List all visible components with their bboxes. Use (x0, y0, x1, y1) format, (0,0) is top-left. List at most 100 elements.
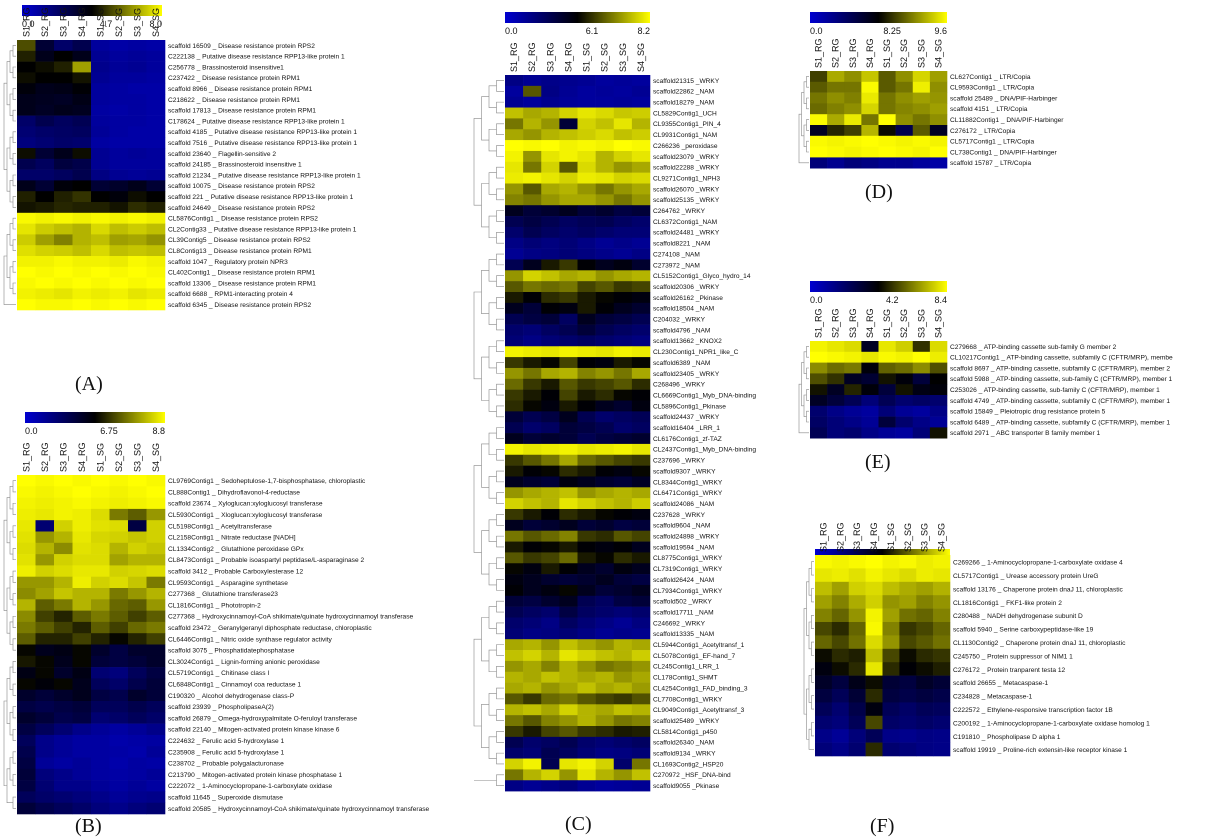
heatmap-cell (17, 644, 36, 657)
heatmap-cell (523, 367, 542, 380)
heatmap-cell (559, 129, 578, 141)
heatmap-cell (523, 660, 542, 673)
heatmap-cell (146, 667, 166, 679)
heatmap-cell (559, 107, 578, 119)
heatmap-cell (559, 476, 578, 488)
heatmap-cell (541, 400, 560, 412)
heatmap-cell (631, 639, 651, 651)
heatmap-cell (17, 126, 36, 138)
heatmap-cell (91, 508, 110, 521)
heatmap-cell (505, 498, 524, 510)
heatmap-cell (541, 574, 560, 586)
heatmap-cell (631, 75, 651, 87)
heatmap-cell (595, 433, 615, 445)
heatmap-cell (631, 85, 651, 97)
heatmap-cell (109, 115, 129, 127)
heatmap-cell (848, 648, 866, 663)
heatmap-cell (35, 299, 55, 311)
heatmap-cell (865, 675, 883, 690)
heatmap-cell (899, 662, 917, 676)
heatmap-cell (505, 183, 524, 195)
heatmap-cell (577, 422, 596, 434)
heatmap-cell (613, 259, 633, 271)
column-label: S2_RG (40, 7, 50, 37)
heatmap-cell (613, 216, 633, 228)
heatmap-cell (541, 194, 560, 206)
heatmap-cell (109, 633, 129, 645)
heatmap-cell (613, 161, 633, 173)
row-label: CL8Contig13 _ Disease resistance protein… (168, 248, 312, 255)
heatmap-cell (146, 712, 166, 724)
heatmap-cell (810, 416, 828, 428)
heatmap-cell (912, 395, 931, 407)
heatmap-cell (54, 599, 73, 611)
row-label: scaffold 23472 _ Geranylgeranyl diphosph… (168, 625, 372, 632)
heatmap-cell (505, 715, 524, 727)
row-label: scaffold18504 _NAM (653, 306, 714, 313)
heatmap-cell (861, 135, 879, 147)
heatmap-cell (899, 595, 917, 609)
heatmap-cell (631, 324, 651, 336)
heatmap-cell (72, 288, 92, 300)
row-label: scaffold 23674 _ Xyloglucan:xyloglucosyl… (168, 501, 323, 508)
heatmap-cell (17, 475, 36, 487)
heatmap-cell (523, 389, 542, 401)
heatmap-cell (815, 608, 833, 623)
heatmap-cell (595, 530, 615, 542)
heatmap-cell (595, 292, 615, 304)
heatmap-cell (878, 373, 896, 385)
heatmap-cell (577, 107, 596, 119)
heatmap-cell (861, 103, 879, 115)
heatmap-cell (577, 433, 596, 445)
heatmap-cell (613, 313, 633, 325)
heatmap-cell (541, 161, 560, 173)
heatmap-cell (831, 742, 850, 757)
scale-min-label: 0.0 (810, 295, 823, 305)
heatmap-cell (17, 542, 36, 555)
heatmap-cell (17, 486, 36, 498)
heatmap-cell (541, 650, 560, 662)
row-label: scaffold26162 _Pkinase (653, 295, 723, 302)
row-label: CL7708Contig1_WRKY (653, 696, 723, 703)
column-label: S3_SG (916, 39, 926, 68)
heatmap-cell (128, 497, 147, 510)
heatmap-cell (844, 373, 862, 385)
heatmap-cell (827, 114, 845, 126)
row-label: scaffold 22140 _ Mitogen-activated prote… (168, 727, 340, 734)
heatmap-cell (109, 554, 129, 566)
heatmap-cell (523, 704, 542, 716)
heatmap-cell (128, 234, 147, 246)
heatmap-cell (54, 712, 73, 724)
row-label: CL9271Contig1_NPH3 (653, 175, 720, 182)
heatmap-cell (72, 202, 92, 214)
row-label: C234828 _ Metacaspase-1 (953, 694, 1033, 701)
heatmap-cell (91, 712, 110, 724)
heatmap-cell (146, 542, 166, 555)
heatmap-cell (613, 617, 633, 629)
heatmap-cell (523, 357, 542, 369)
heatmap-cell (128, 115, 147, 127)
column-label: S2_SG (114, 443, 124, 472)
heatmap-cell (831, 568, 850, 583)
column-label: S1_RG (814, 38, 824, 68)
heatmap-cell (933, 648, 951, 663)
row-label: C222072 _ 1-Aminocyclopropane-1-carboxyl… (168, 783, 333, 790)
row-label: scaffold 23640 _ Flagellin-sensitive 2 (168, 151, 276, 158)
heatmap-cell (895, 405, 914, 417)
heatmap-cell (35, 667, 55, 679)
heatmap-cell (861, 405, 879, 417)
heatmap-cell (541, 422, 560, 434)
heatmap-cell (831, 635, 850, 650)
row-label: C235908 _ Ferulic acid 5-hydroxylase 1 (168, 749, 285, 756)
heatmap-cell (613, 509, 633, 521)
row-label: C274108 _NAM (653, 251, 700, 258)
row-label: CL7319Contig1_WRKY (653, 566, 723, 573)
column-label: S3_SG (618, 43, 628, 72)
heatmap-cell (631, 704, 651, 716)
row-label: C277368 _ Hydroxycinnamoyl-CoA shikimate… (168, 614, 414, 621)
row-label: CL9049Contig1_Acetyltransf_3 (653, 707, 745, 714)
heatmap-cell (595, 465, 615, 477)
heatmap-cell (35, 202, 55, 214)
panel-f: 0.05.68.6S1_RGS2_RGS3_RGS4_RGS1_SGS2_SGS… (803, 522, 1150, 837)
heatmap-cell (831, 689, 850, 703)
